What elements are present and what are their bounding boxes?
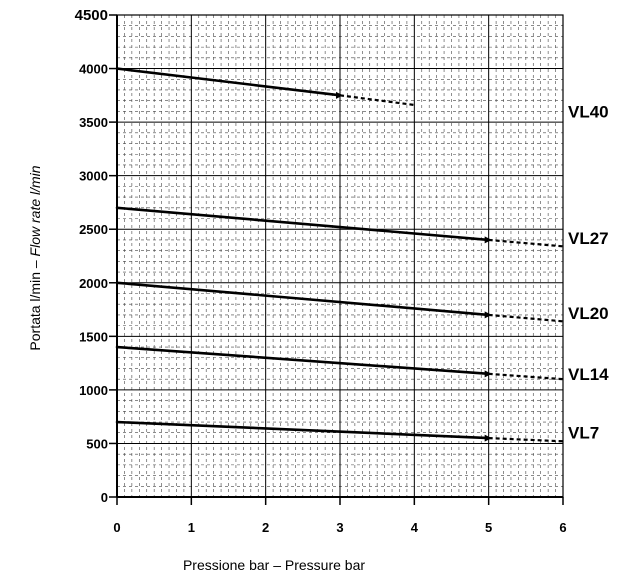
- series-line-vl20: [115, 281, 490, 317]
- x-tick-label: 1: [188, 520, 195, 535]
- series-dashed-vl7: [488, 436, 564, 443]
- y-axis-label: Portata l/min – Flow rate l/min: [27, 165, 43, 350]
- series-labels: VL40 VL27 VL20 VL14 VL7: [568, 102, 609, 442]
- series-label-vl7: VL7: [568, 424, 599, 443]
- x-tick-labels: 0 1 2 3 4 5 6: [113, 520, 566, 535]
- series-line-vl7: [115, 420, 490, 440]
- series-lines: [115, 67, 564, 443]
- axes: [109, 14, 564, 505]
- x-tick-label: 2: [262, 520, 269, 535]
- x-tick-label: 0: [113, 520, 120, 535]
- x-tick-label: 3: [336, 520, 343, 535]
- series-line-vl40: [115, 67, 342, 97]
- y-tick-label: 3500: [79, 115, 108, 130]
- series-label-vl27: VL27: [568, 229, 609, 248]
- series-line-vl14: [115, 345, 490, 376]
- series-label-vl40: VL40: [568, 102, 609, 121]
- y-tick-label: 1000: [79, 383, 108, 398]
- y-axis-label-prefix: Portata l/min –: [27, 256, 43, 350]
- y-tick-label: 4500: [75, 7, 108, 24]
- series-label-vl14: VL14: [568, 365, 609, 384]
- x-tick-label: 6: [559, 520, 566, 535]
- x-tick-label: 4: [411, 520, 419, 535]
- y-tick-label: 0: [101, 490, 108, 505]
- series-dashed-vl40: [339, 94, 415, 107]
- y-tick-labels: 0 500 1000 1500 2000 2500 3000 3500 4000 4500: [75, 7, 108, 505]
- y-axis-label-italic: Flow rate l/min: [27, 165, 43, 256]
- series-dashed-vl20: [488, 313, 564, 323]
- series-dashed-vl27: [488, 238, 564, 248]
- y-tick-label: 500: [86, 436, 108, 451]
- y-tick-label: 2000: [79, 276, 108, 291]
- series-marker-vl7: [484, 434, 492, 442]
- series-label-vl20: VL20: [568, 304, 609, 323]
- y-tick-label: 2500: [79, 222, 108, 237]
- x-tick-label: 5: [485, 520, 492, 535]
- series-dashed-vl14: [488, 372, 564, 381]
- y-tick-label: 4000: [79, 62, 108, 77]
- series-marker-vl20: [484, 311, 492, 319]
- series-marker-vl27: [484, 236, 492, 244]
- y-tick-label: 3000: [79, 169, 108, 184]
- series-marker-vl40: [336, 91, 343, 99]
- series-marker-vl14: [484, 370, 492, 378]
- y-tick-label: 1500: [79, 329, 108, 344]
- x-axis-label: Pressione bar – Pressure bar: [183, 557, 365, 573]
- series-line-vl27: [115, 206, 490, 242]
